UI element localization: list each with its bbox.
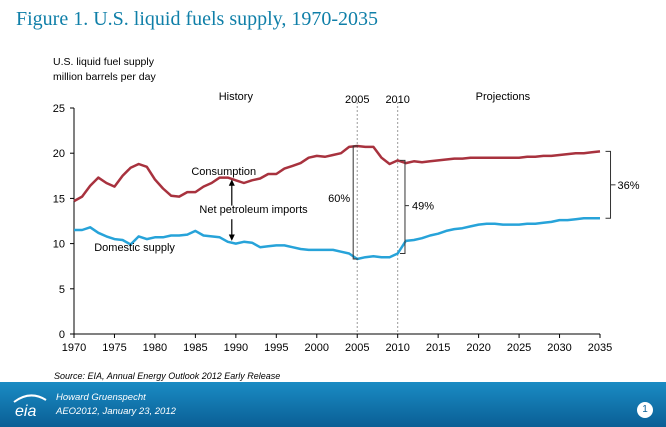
domestic-supply-line xyxy=(74,217,600,261)
bracket-2010 xyxy=(399,159,406,255)
y-tick-label: 25 xyxy=(53,103,65,115)
x-tick-label: 1990 xyxy=(224,342,248,354)
x-tick-label: 1985 xyxy=(183,342,207,354)
x-tick-label: 1980 xyxy=(143,342,167,354)
x-tick-label: 2025 xyxy=(507,342,531,354)
x-tick-label: 1975 xyxy=(102,342,126,354)
consumption-label: Consumption xyxy=(191,166,256,178)
x-tick-label: 2015 xyxy=(426,342,450,354)
eia-logo-icon: eia xyxy=(13,394,47,419)
x-tick-label: 2035 xyxy=(588,342,612,354)
x-tick-label: 1970 xyxy=(62,342,86,354)
page-number-badge: 1 xyxy=(637,402,653,418)
y-tick-label: 15 xyxy=(53,193,65,205)
y-tick-label: 0 xyxy=(59,329,65,341)
y-tick-label: 20 xyxy=(53,148,65,160)
x-tick-label: 2020 xyxy=(466,342,490,354)
year-label-2010: 2010 xyxy=(385,94,409,106)
x-tick-label: 2030 xyxy=(547,342,571,354)
x-tick-label: 2010 xyxy=(385,342,409,354)
source-note: Source: EIA, Annual Energy Outlook 2012 … xyxy=(54,371,281,381)
year-label-2005: 2005 xyxy=(345,94,369,106)
pct-label-2010: 49% xyxy=(412,201,434,213)
x-tick-label: 2005 xyxy=(345,342,369,354)
bracket-2035 xyxy=(605,150,612,219)
net-imports-label: Net petroleum imports xyxy=(199,204,308,216)
bracket-2005 xyxy=(352,145,359,260)
net-imports-arrow-down-head xyxy=(228,234,235,241)
y-axis-label-line1: U.S. liquid fuel supply xyxy=(53,56,154,68)
footer-bar: eia Howard Gruenspecht AEO2012, January … xyxy=(0,382,666,427)
figure-title: Figure 1. U.S. liquid fuels supply, 1970… xyxy=(16,8,379,30)
pct-label-2035: 36% xyxy=(618,180,640,192)
x-tick-label: 2000 xyxy=(305,342,329,354)
history-label: History xyxy=(219,91,254,103)
domestic-supply-label: Domestic supply xyxy=(94,242,175,254)
svg-text:eia: eia xyxy=(15,403,36,419)
presenter-name: Howard Gruenspecht xyxy=(56,392,146,403)
x-tick-label: 1995 xyxy=(264,342,288,354)
net-imports-arrow-up-head xyxy=(228,179,235,186)
event-date: AEO2012, January 23, 2012 xyxy=(56,406,176,417)
y-tick-label: 10 xyxy=(53,239,65,251)
y-tick-label: 5 xyxy=(59,284,65,296)
consumption-line xyxy=(73,144,601,203)
y-axis-label-line2: million barrels per day xyxy=(53,71,156,83)
pct-label-2005: 60% xyxy=(328,193,350,205)
projections-label: Projections xyxy=(476,91,531,103)
